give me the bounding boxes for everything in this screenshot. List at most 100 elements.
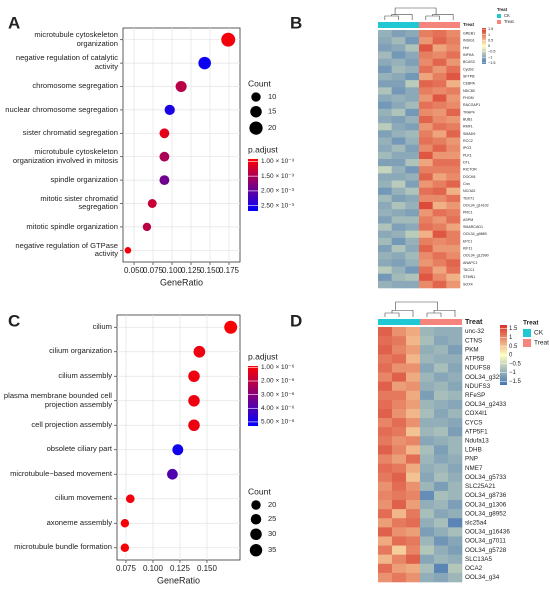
- row-label: OOL34_g16436: [465, 529, 510, 536]
- heat-cell: [406, 390, 421, 401]
- heat-cell: [434, 399, 449, 410]
- heat-cell: [406, 454, 421, 464]
- row-label: RCC2: [463, 139, 473, 143]
- heat-cell: [405, 180, 420, 188]
- row-label: SMARCAD1: [463, 225, 483, 229]
- category-label-box: sister chromatid segregation: [22, 127, 118, 137]
- heat-cell: [432, 166, 447, 174]
- heat-cell: [406, 408, 421, 419]
- heat-cell: [420, 436, 435, 446]
- heat-cell: [448, 481, 463, 492]
- dendrogram: [384, 15, 399, 20]
- annotation-bar: [420, 319, 462, 325]
- panel-label: C: [8, 311, 20, 330]
- heat-cell: [434, 554, 449, 565]
- heat-cell: [378, 159, 392, 167]
- heat-cell: [420, 536, 435, 546]
- heat-cell: [378, 527, 393, 537]
- size-legend-label: 10: [268, 92, 276, 101]
- heat-cell: [406, 427, 421, 437]
- heat-cell: [391, 144, 406, 153]
- color-bar-label: 0: [509, 353, 513, 359]
- dot: [188, 419, 200, 432]
- heat-cell: [419, 180, 433, 188]
- heat-cell: [446, 94, 461, 102]
- heat-cell: [406, 354, 421, 364]
- heat-cell: [406, 490, 421, 501]
- heat-cell: [420, 418, 435, 428]
- heat-cell: [378, 108, 392, 117]
- heat-cell: [391, 94, 406, 102]
- y-tick-label: cilium assembly: [58, 370, 112, 380]
- row-label: OOL34_g5728: [465, 547, 507, 554]
- heat-cell: [391, 58, 406, 67]
- heat-cell: [391, 151, 406, 160]
- heat-cell: [448, 527, 463, 537]
- heat-cell: [406, 463, 421, 474]
- row-label: DOCK8: [463, 175, 475, 179]
- row-label: PLK1: [463, 153, 472, 157]
- dot: [167, 468, 178, 480]
- heat-cell: [391, 202, 406, 210]
- y-tick-label: microtubule−based movement: [10, 468, 112, 478]
- heat-cell: [446, 173, 461, 181]
- color-bar-label: 0.5: [509, 344, 518, 350]
- row-label: TEKT1: [463, 196, 474, 200]
- heat-cell: [434, 563, 449, 574]
- heat-cell: [391, 44, 406, 52]
- heat-cell: [419, 187, 433, 196]
- heat-cell: [432, 202, 447, 210]
- row-label: INSIG1: [463, 39, 475, 43]
- heat-cell: [392, 563, 407, 574]
- heat-cell: [432, 87, 447, 95]
- heat-cell: [419, 30, 433, 38]
- heat-cell: [434, 481, 449, 492]
- row-label: OOL34_g3254: [465, 374, 507, 381]
- y-tick-label: cilium organization: [49, 346, 112, 356]
- heat-cell: [446, 123, 461, 131]
- heat-cell: [432, 37, 447, 45]
- dendrogram: [426, 312, 442, 317]
- dot: [120, 519, 130, 528]
- size-legend-dot: [249, 121, 263, 135]
- category-label-box: cilium: [93, 322, 112, 330]
- y-tick-label: obsolete ciliary part: [46, 444, 112, 454]
- row-label: BCAS3: [463, 60, 475, 64]
- y-tick-label: cilium movement: [55, 493, 112, 503]
- color-bar-label: 2.50 × 10⁻³: [261, 202, 295, 209]
- heat-cell: [434, 572, 449, 583]
- heat-cell: [406, 436, 421, 446]
- row-label: SLC13A5: [465, 556, 492, 563]
- heat-cell: [419, 173, 433, 181]
- heat-cell: [420, 509, 435, 519]
- heat-cell: [419, 216, 433, 224]
- heat-cell: [378, 472, 393, 483]
- y-tick-label: spindle organization: [50, 174, 118, 184]
- x-tick-label: 0.125: [170, 564, 191, 573]
- x-tick-label: 0.050: [124, 266, 145, 275]
- y-tick-label: negative regulation of catalytic activit…: [15, 53, 118, 72]
- color-bar-label: 2.00 × 10⁻⁶: [261, 378, 295, 385]
- heat-cell: [420, 381, 435, 392]
- row-label: OOL34_g8952: [465, 510, 507, 517]
- dot: [221, 32, 236, 47]
- heat-cell: [419, 194, 433, 203]
- row-label: RACGAP1: [463, 103, 480, 107]
- heat-cell: [446, 252, 461, 260]
- heat-cell: [446, 245, 461, 253]
- heat-cell: [434, 463, 449, 474]
- category-label-box: chromosome segregation: [32, 81, 118, 90]
- dot: [175, 80, 187, 93]
- color-bar-label: 2.00 × 10⁻³: [261, 188, 295, 195]
- heat-cell: [448, 572, 463, 583]
- size-legend-dot: [250, 528, 262, 541]
- y-tick-label: sister chromatid segregation: [22, 127, 118, 137]
- heat-cell: [419, 252, 433, 260]
- color-bar-label: 1.5: [488, 27, 493, 31]
- heat-cell: [434, 363, 449, 373]
- heat-cell: [405, 259, 420, 267]
- heat-cell: [419, 80, 433, 88]
- heat-cell: [419, 44, 433, 52]
- size-legend-label: 35: [268, 545, 276, 554]
